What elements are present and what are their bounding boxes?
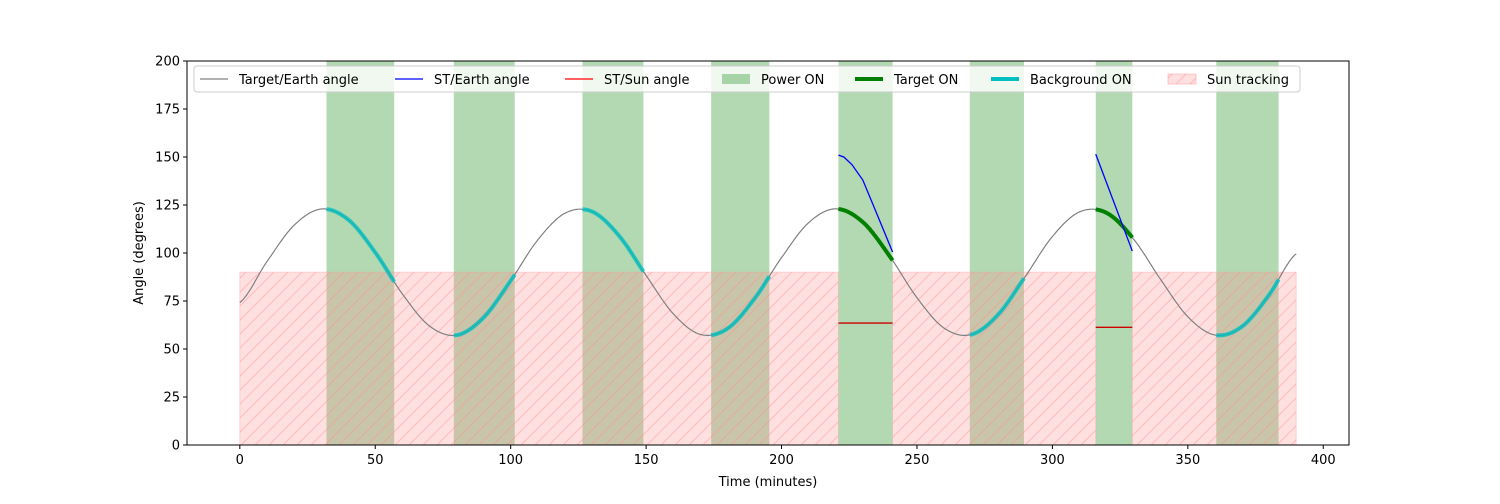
legend-label: Sun tracking xyxy=(1207,73,1289,88)
x-axis: 0 50 100 150 200 250 300 350 400 xyxy=(236,445,1336,468)
legend-item: Sun tracking xyxy=(1167,73,1289,88)
x-tick-label: 250 xyxy=(905,453,930,468)
y-tick-label: 25 xyxy=(163,391,180,406)
legend-patch-icon xyxy=(722,74,750,84)
sun-tracking-regions xyxy=(239,271,1297,445)
legend-label: ST/Sun angle xyxy=(604,73,690,88)
sun-tracking-region xyxy=(892,271,1097,445)
x-tick-label: 100 xyxy=(498,453,523,468)
legend-item: Target/Earth angle xyxy=(200,73,359,88)
x-axis-label: Time (minutes) xyxy=(718,475,818,490)
y-tick-label: 125 xyxy=(155,199,180,214)
legend-item: ST/Sun angle xyxy=(565,73,690,88)
y-tick-label: 200 xyxy=(155,55,180,70)
background-on-segment xyxy=(326,207,396,283)
background-on-segment xyxy=(1216,278,1281,338)
y-tick-label: 175 xyxy=(155,103,180,118)
x-tick-label: 0 xyxy=(236,453,244,468)
background-on-segment xyxy=(582,207,646,273)
sun-tracking-region xyxy=(239,271,839,445)
series-lines xyxy=(239,153,1297,338)
st-earth-angle-line xyxy=(838,154,894,253)
legend-label: ST/Earth angle xyxy=(434,73,530,88)
background-on-segment xyxy=(969,277,1026,337)
legend-label: Power ON xyxy=(761,73,824,88)
legend-box xyxy=(193,65,1301,93)
background-on-segment xyxy=(710,275,772,338)
power-on-band xyxy=(838,61,893,445)
st-earth-angle-line xyxy=(1095,153,1133,252)
x-tick-label: 150 xyxy=(634,453,659,468)
y-tick-label: 75 xyxy=(163,295,180,310)
y-axis: 0 25 50 75 100 125 150 175 200 xyxy=(155,55,187,454)
legend-hatch-icon xyxy=(1167,73,1197,85)
x-tick-label: 400 xyxy=(1311,453,1336,468)
legend-item: ST/Earth angle xyxy=(395,73,530,88)
legend-label: Target/Earth angle xyxy=(238,73,359,88)
y-tick-label: 100 xyxy=(155,247,180,262)
sun-tracking-region xyxy=(1131,271,1297,445)
x-tick-label: 50 xyxy=(367,453,384,468)
y-tick-label: 150 xyxy=(155,151,180,166)
legend-item: Target ON xyxy=(855,73,958,88)
power-on-band xyxy=(1095,61,1133,445)
legend-item: Power ON xyxy=(722,73,824,88)
legend-label: Target ON xyxy=(893,73,958,88)
legend-label: Background ON xyxy=(1030,73,1132,88)
legend: Target/Earth angle ST/Earth angle ST/Sun a… xyxy=(193,65,1301,93)
x-tick-label: 200 xyxy=(769,453,794,468)
target-on-segment xyxy=(838,207,895,262)
x-tick-label: 350 xyxy=(1175,453,1200,468)
y-tick-label: 0 xyxy=(172,439,180,454)
legend-item: Background ON xyxy=(991,73,1132,88)
y-tick-label: 50 xyxy=(163,343,180,358)
background-on-segment xyxy=(453,273,517,338)
x-tick-label: 300 xyxy=(1040,453,1065,468)
y-axis-label: Angle (degrees) xyxy=(132,201,147,305)
target-on-segment xyxy=(1095,207,1134,239)
